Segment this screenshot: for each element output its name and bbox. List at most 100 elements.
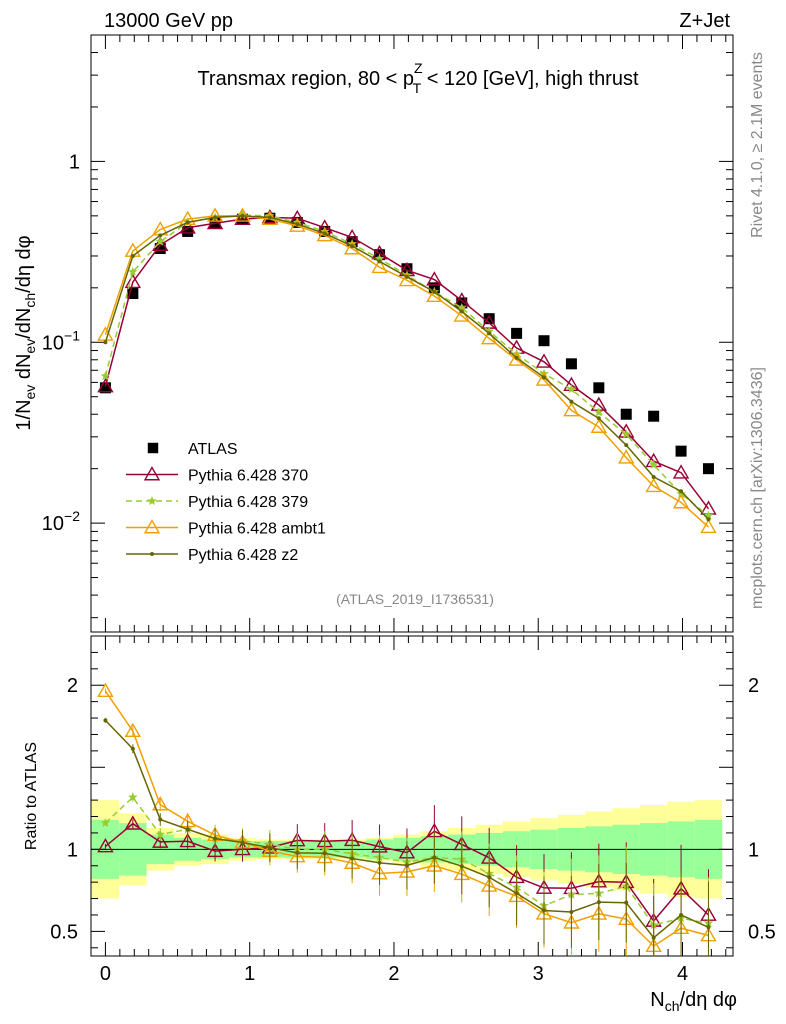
data-point <box>152 833 169 848</box>
data-point <box>99 382 111 394</box>
data-point <box>565 358 577 370</box>
data-point <box>679 489 684 494</box>
data-point <box>542 375 547 380</box>
data-point <box>267 215 272 220</box>
data-point <box>535 371 553 386</box>
legend-label: ATLAS <box>188 441 238 458</box>
data-point <box>295 850 300 855</box>
data-point <box>651 935 656 940</box>
data-point <box>401 263 413 275</box>
data-point <box>514 891 519 896</box>
data-point <box>459 864 464 869</box>
data-point <box>483 313 495 325</box>
data-point <box>128 266 138 276</box>
data-point <box>127 288 139 300</box>
data-point <box>124 722 142 738</box>
data-point <box>143 519 161 534</box>
data-point <box>679 912 684 917</box>
data-point <box>350 856 355 861</box>
header-right: Z+Jet <box>679 10 730 32</box>
data-point <box>213 215 218 220</box>
data-point <box>267 845 272 850</box>
ratio-tick-label-right: 1 <box>748 839 759 861</box>
x-tick-label: 1 <box>244 963 255 985</box>
data-point <box>209 216 221 228</box>
header-left: 13000 GeV pp <box>104 10 233 32</box>
data-point <box>700 518 717 534</box>
data-point <box>508 351 525 366</box>
legend-label: Pythia 6.428 379 <box>188 494 308 511</box>
y-tick-label: 10−2 <box>42 508 80 535</box>
data-point <box>618 449 635 464</box>
data-point <box>158 233 163 238</box>
legend-entry: Pythia 6.428 379 <box>126 494 308 511</box>
data-point <box>672 464 690 479</box>
data-point <box>128 792 138 802</box>
ratio-series-4 <box>103 717 711 956</box>
data-point <box>103 340 108 345</box>
series-4 <box>103 213 711 522</box>
data-point <box>206 214 224 230</box>
data-point <box>432 289 437 294</box>
data-point <box>154 242 166 254</box>
data-point <box>480 330 498 345</box>
data-point <box>152 236 169 251</box>
data-point <box>147 442 159 454</box>
analysis-watermark: (ATLAS_2019_I1736531) <box>336 591 494 607</box>
data-point <box>100 818 111 827</box>
data-point <box>569 399 574 404</box>
data-point <box>97 682 114 698</box>
data-point <box>645 477 662 493</box>
x-tick-label: 3 <box>533 963 544 985</box>
ratio-tick-label-right: 2 <box>748 675 759 697</box>
data-point <box>648 459 659 469</box>
legend-label: Pythia 6.428 z2 <box>188 547 298 564</box>
series-0 <box>99 212 714 475</box>
data-point <box>620 408 632 420</box>
data-point <box>124 273 142 289</box>
ratio-series <box>97 682 717 956</box>
data-point <box>535 353 553 368</box>
data-point <box>432 855 437 860</box>
data-point <box>648 410 660 422</box>
ratio-panel-frame <box>90 635 734 957</box>
data-point <box>404 274 409 279</box>
legend-entry: ATLAS <box>147 441 238 458</box>
data-point <box>155 829 165 839</box>
data-point <box>179 832 196 848</box>
data-point <box>514 355 519 360</box>
data-point <box>240 840 245 845</box>
ratio-tick-label: 0.5 <box>50 921 78 943</box>
data-point <box>377 860 382 865</box>
data-point <box>590 418 608 433</box>
data-point <box>563 401 580 417</box>
x-axis-label: Nch/dη dφ <box>650 989 737 1014</box>
ratio-tick-label-right: 0.5 <box>748 921 776 943</box>
side-label-mcplots: mcplots.cern.ch [arXiv:1306.3436] <box>749 367 766 609</box>
data-point <box>676 488 686 498</box>
data-point <box>206 207 224 222</box>
legend-entry: Pythia 6.428 370 <box>126 466 308 485</box>
data-point <box>703 510 714 520</box>
data-point <box>596 416 601 421</box>
data-point <box>234 210 251 226</box>
data-point <box>185 220 190 225</box>
data-point <box>322 851 327 856</box>
data-point <box>185 827 190 832</box>
data-point <box>621 429 631 439</box>
data-point <box>103 718 108 723</box>
x-tick-label: 0 <box>100 963 111 985</box>
data-point <box>672 494 690 509</box>
legend-label: Pythia 6.428 370 <box>188 468 308 485</box>
data-point <box>426 287 443 303</box>
y-tick-label: 1 <box>69 151 80 173</box>
data-point <box>624 443 629 448</box>
data-point <box>234 207 251 222</box>
data-point <box>213 836 218 841</box>
data-point <box>377 259 382 264</box>
legend-label: Pythia 6.428 ambt1 <box>188 521 326 538</box>
data-point <box>130 253 135 258</box>
ratio-tick-label: 2 <box>67 675 78 697</box>
data-point <box>124 815 142 830</box>
